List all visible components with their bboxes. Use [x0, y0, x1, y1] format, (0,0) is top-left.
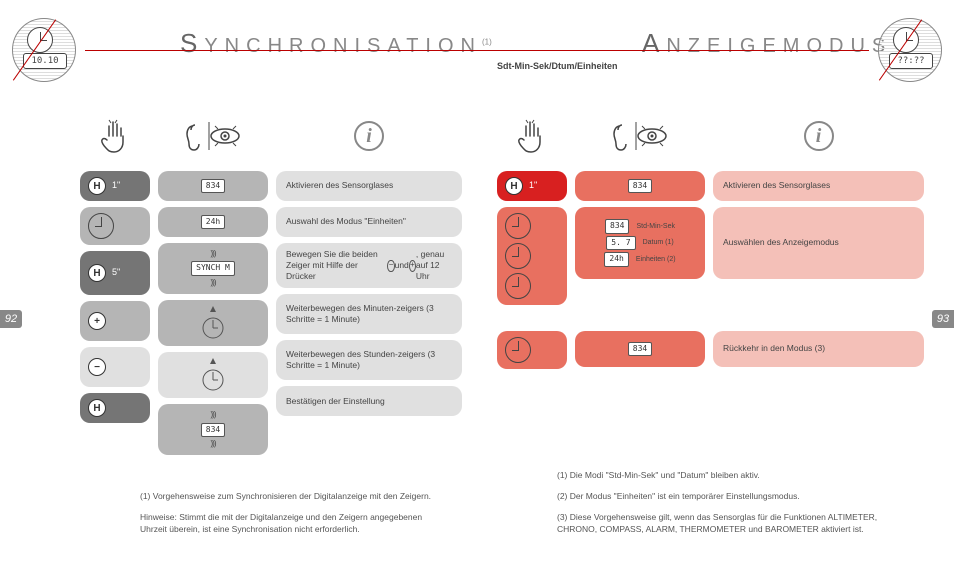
table-right-2: 834 Rückkehr in den Modus (3) — [497, 331, 924, 375]
clock-icon — [88, 213, 114, 239]
description-cell: Auswahl des Modus "Einheiten" — [276, 207, 462, 237]
clock-arrow-icon — [200, 306, 226, 340]
display-cell: 834 — [158, 171, 268, 201]
lcd-display: 834 — [628, 179, 652, 193]
action-cell: H1" — [497, 171, 567, 201]
subtitle-right: Sdt-Min-Sek/Dtum/Einheiten — [497, 61, 924, 71]
description-cell: Weiterbewegen des Minuten-zeigers (3 Sch… — [276, 294, 462, 334]
lcd-display: 834 — [201, 423, 225, 437]
button-label: H — [88, 177, 106, 195]
hand-icon — [516, 118, 548, 154]
description-cell: Weiterbewegen des Stunden-zeigers (3 Sch… — [276, 340, 462, 380]
description-cell: Aktivieren des Sensorglases — [713, 171, 924, 201]
clock-icons — [505, 213, 531, 299]
action-cell: H5" — [80, 251, 150, 295]
button-label: H — [88, 399, 106, 417]
display-cell — [158, 300, 268, 346]
action-cell: − — [80, 347, 150, 387]
title-left: SYNCHRONISATION(1) — [180, 28, 462, 59]
table-left: H1" H5" + − H 834 24h ))) SYNCH M ))) ))) 834 )… — [80, 111, 462, 461]
hand-icon — [99, 118, 131, 154]
button-label: + — [88, 312, 106, 330]
action-cell: H — [80, 393, 150, 423]
page-left: 10.10 SYNCHRONISATION(1) 92 H1" H5" + − H 83… — [0, 0, 477, 574]
lcd-display: 24h — [201, 215, 225, 229]
ear-eye-icon — [183, 118, 243, 154]
corner-icon-left: 10.10 — [12, 18, 76, 82]
display-cell: ))) SYNCH M ))) — [158, 243, 268, 294]
action-cell: + — [80, 301, 150, 341]
lcd-display: 834 — [201, 179, 225, 193]
clock-icon — [505, 337, 531, 363]
button-label: − — [88, 358, 106, 376]
action-cell — [80, 207, 150, 245]
info-icon: i — [804, 121, 834, 151]
description-cell: Rückkehr in den Modus (3) — [713, 331, 924, 367]
info-icon: i — [354, 121, 384, 151]
lcd-display: SYNCH M — [191, 261, 235, 275]
button-label: H — [505, 177, 523, 195]
action-cell — [497, 331, 567, 369]
action-cell: H1" — [80, 171, 150, 201]
description-cell: Aktivieren des Sensorglases — [276, 171, 462, 201]
display-cell: 834Std-Min-Sek5. 7Datum (1)24hEinheiten … — [575, 207, 705, 279]
page-right: ??:?? ANZEIGEMODUS Sdt-Min-Sek/Dtum/Einh… — [477, 0, 954, 574]
lcd-display: 834 — [628, 342, 652, 356]
footnotes-right: (1) Die Modi "Std-Min-Sek" und "Datum" b… — [557, 469, 894, 544]
button-label: H — [88, 264, 106, 282]
ear-eye-icon — [610, 118, 670, 154]
display-cell: 24h — [158, 207, 268, 237]
clock-arrow-icon — [200, 358, 226, 392]
page-number-right: 93 — [932, 310, 954, 328]
footnotes-left: (1) Vorgehensweise zum Synchronisieren d… — [140, 490, 447, 544]
display-cell: 834 — [575, 331, 705, 367]
display-cell: 834 — [575, 171, 705, 201]
action-cell — [497, 207, 567, 305]
display-cell: ))) 834 ))) — [158, 404, 268, 455]
table-right-1: H1" 834 834Std-Min-Sek5. 7Datum (1)24hEin… — [497, 111, 924, 311]
description-cell: Bestätigen der Einstellung — [276, 386, 462, 416]
page-number-left: 92 — [0, 310, 22, 328]
corner-icon-right: ??:?? — [878, 18, 942, 82]
display-cell — [158, 352, 268, 398]
description-cell: Auswählen des Anzeigemodus — [713, 207, 924, 279]
description-cell: Bewegen Sie die beiden Zeiger mit Hilfe … — [276, 243, 462, 288]
